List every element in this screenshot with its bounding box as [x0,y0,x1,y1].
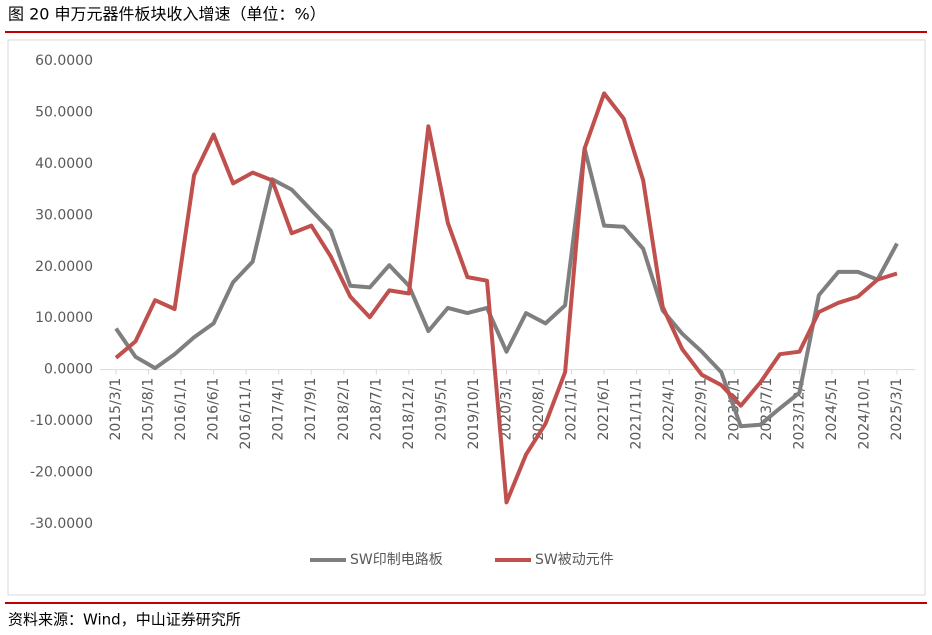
y-tick-label: 10.0000 [35,310,93,326]
x-tick-label: 2022/4/1 [661,378,677,441]
x-tick-label: 2022/9/1 [694,378,710,441]
series-line [114,146,899,429]
x-tick-label: 2015/3/1 [108,378,124,441]
x-tick-label: 2017/9/1 [303,378,319,441]
x-tick-label: 2019/10/1 [466,378,482,450]
y-tick-label: 50.0000 [35,104,93,120]
x-tick-label: 2024/5/1 [824,378,840,441]
x-tick-label: 2020/3/1 [499,378,515,441]
x-tick-label: 2021/6/1 [596,378,612,441]
y-tick-label: -20.0000 [30,465,93,481]
legend-label: SW印制电路板 [350,552,443,568]
x-tick-label: 2016/1/1 [173,378,189,441]
legend-label: SW被动元件 [535,552,614,568]
y-tick-label: -30.0000 [30,516,93,532]
x-tick-label: 2021/11/1 [629,378,645,450]
x-tick-label: 2016/11/1 [238,378,254,450]
x-tick-label: 2019/5/1 [433,378,449,441]
y-tick-label: 20.0000 [35,259,93,275]
x-tick-label: 2018/12/1 [401,378,417,450]
y-tick-label: 60.0000 [35,53,93,69]
chart-title: 图 20 申万元器件板块收入增速（单位：%） [8,5,326,24]
x-tick-label: 2015/8/1 [141,378,157,441]
x-tick-label: 2016/6/1 [206,378,222,441]
y-tick-label: 0.0000 [44,362,93,378]
x-tick-label: 2023/7/1 [759,378,775,441]
x-tick-label: 2018/2/1 [336,378,352,441]
source: 资料来源：Wind，中山证券研究所 [8,611,241,629]
series-line [114,91,898,505]
chart-frame [7,39,926,596]
x-tick-label: 2021/1/1 [564,378,580,441]
x-tick-label: 2018/7/1 [368,378,384,441]
x-tick-label: 2024/10/1 [856,378,872,450]
y-tick-label: 30.0000 [35,207,93,223]
y-tick-label: 40.0000 [35,156,93,172]
x-tick-label: 2017/4/1 [271,378,287,441]
x-tick-label: 2025/3/1 [889,378,905,441]
y-tick-label: -10.0000 [30,413,93,429]
